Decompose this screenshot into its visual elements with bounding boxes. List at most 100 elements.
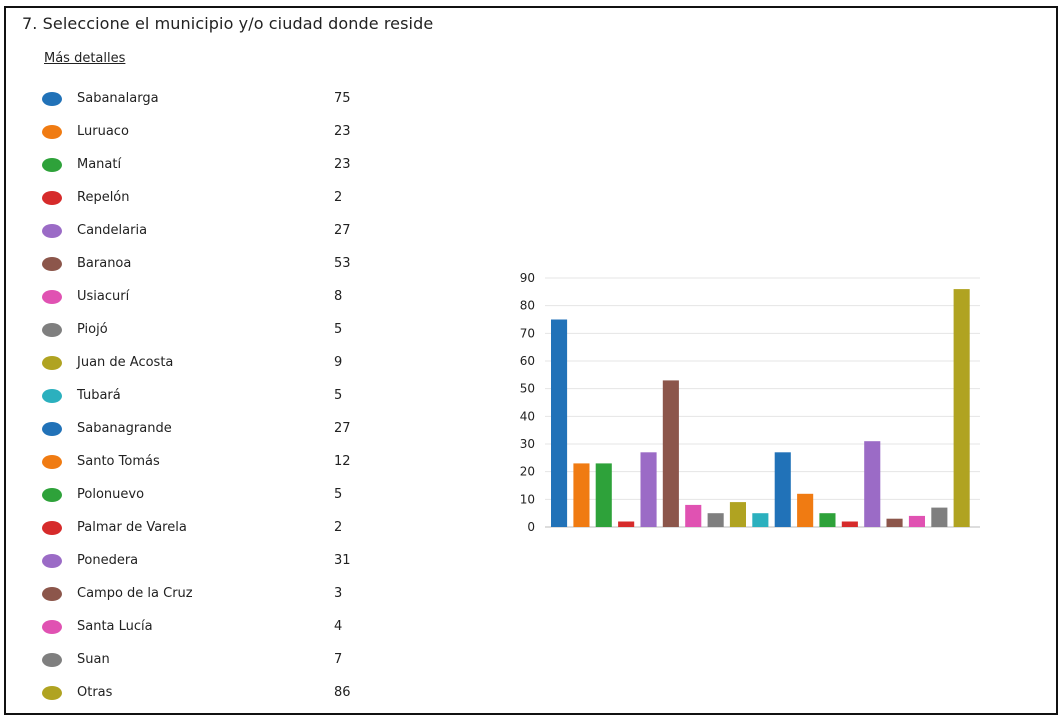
legend-item: Polonuevo 5 bbox=[42, 482, 372, 515]
legend-count: 12 bbox=[334, 454, 351, 469]
legend-item: Manatí 23 bbox=[42, 152, 372, 185]
legend-item: Ponedera 31 bbox=[42, 548, 372, 581]
bar-6[interactable] bbox=[685, 504, 702, 527]
legend-label: Candelaria bbox=[77, 223, 148, 238]
legend-item: Palmar de Varela 2 bbox=[42, 515, 372, 548]
legend-count: 8 bbox=[334, 289, 343, 304]
legend-item: Santo Tomás 12 bbox=[42, 449, 372, 482]
legend-item: Usiacurí 8 bbox=[42, 284, 372, 317]
legend-color-dot bbox=[42, 224, 62, 238]
legend-label: Suan bbox=[77, 652, 110, 667]
legend-item: Repelón 2 bbox=[42, 185, 372, 218]
legend-color-dot bbox=[42, 125, 62, 139]
legend-color-dot bbox=[42, 323, 62, 337]
legend-item: Baranoa 53 bbox=[42, 251, 372, 284]
legend-count: 9 bbox=[334, 355, 343, 370]
question-title: 7. Seleccione el municipio y/o ciudad do… bbox=[22, 14, 434, 33]
bar-1[interactable] bbox=[573, 463, 590, 527]
legend-label: Sabanagrande bbox=[77, 421, 172, 436]
legend-label: Palmar de Varela bbox=[77, 520, 187, 535]
legend-count: 4 bbox=[334, 619, 343, 634]
y-tick-label: 70 bbox=[520, 326, 535, 340]
bar-2[interactable] bbox=[595, 463, 612, 527]
legend-item: Luruaco 23 bbox=[42, 119, 372, 152]
y-tick-label: 40 bbox=[520, 409, 535, 423]
legend-label: Otras bbox=[77, 685, 113, 700]
legend-count: 27 bbox=[334, 223, 351, 238]
y-tick-label: 80 bbox=[520, 299, 535, 313]
bar-15[interactable] bbox=[886, 518, 903, 527]
legend-color-dot bbox=[42, 191, 62, 205]
legend-item: Santa Lucía 4 bbox=[42, 614, 372, 647]
legend-color-dot bbox=[42, 488, 62, 502]
bar-14[interactable] bbox=[864, 441, 881, 527]
bar-3[interactable] bbox=[618, 521, 635, 528]
legend-item: Sabanalarga 75 bbox=[42, 86, 372, 119]
y-tick-label: 90 bbox=[520, 271, 535, 285]
legend-label: Ponedera bbox=[77, 553, 139, 568]
legend-count: 7 bbox=[334, 652, 343, 667]
legend-color-dot bbox=[42, 587, 62, 601]
bar-chart: 0 10 20 30 40 50 60 70 80 90 bbox=[520, 271, 980, 534]
legend-count: 3 bbox=[334, 586, 343, 601]
legend-label: Manatí bbox=[77, 157, 122, 172]
legend-count: 75 bbox=[334, 91, 351, 106]
legend-count: 5 bbox=[334, 388, 343, 403]
bar-4[interactable] bbox=[640, 452, 657, 527]
legend-count: 2 bbox=[334, 520, 343, 535]
y-tick-label: 50 bbox=[520, 382, 535, 396]
y-tick-label: 20 bbox=[520, 465, 535, 479]
bar-18[interactable] bbox=[953, 289, 970, 527]
more-details-link[interactable]: Más detalles bbox=[44, 51, 126, 66]
legend-label: Santa Lucía bbox=[77, 619, 153, 634]
legend-color-dot bbox=[42, 158, 62, 172]
legend-label: Campo de la Cruz bbox=[77, 586, 193, 601]
legend-count: 5 bbox=[334, 487, 343, 502]
bar-0[interactable] bbox=[551, 319, 568, 528]
bar-8[interactable] bbox=[729, 502, 746, 527]
legend-item: Candelaria 27 bbox=[42, 218, 372, 251]
legend-item: Suan 7 bbox=[42, 647, 372, 680]
legend-color-dot bbox=[42, 290, 62, 304]
bar-10[interactable] bbox=[774, 452, 791, 527]
legend-color-dot bbox=[42, 686, 62, 700]
legend-label: Piojó bbox=[77, 322, 108, 337]
legend-color-dot bbox=[42, 653, 62, 667]
legend-item: Campo de la Cruz 3 bbox=[42, 581, 372, 614]
legend-count: 5 bbox=[334, 322, 343, 337]
bar-16[interactable] bbox=[908, 515, 925, 527]
y-tick-label: 0 bbox=[527, 520, 535, 534]
legend-label: Sabanalarga bbox=[77, 91, 159, 106]
bar-7[interactable] bbox=[707, 513, 724, 527]
bar-9[interactable] bbox=[752, 513, 769, 527]
legend-count: 23 bbox=[334, 157, 351, 172]
legend-label: Tubará bbox=[77, 388, 121, 403]
legend-count: 23 bbox=[334, 124, 351, 139]
legend-color-dot bbox=[42, 356, 62, 370]
legend-count: 2 bbox=[334, 190, 343, 205]
legend-label: Usiacurí bbox=[77, 289, 130, 304]
legend-item: Otras 86 bbox=[42, 680, 372, 713]
bar-11[interactable] bbox=[797, 493, 814, 527]
bar-13[interactable] bbox=[841, 521, 858, 528]
legend-label: Luruaco bbox=[77, 124, 129, 139]
legend-item: Tubará 5 bbox=[42, 383, 372, 416]
legend-label: Repelón bbox=[77, 190, 130, 205]
legend-label: Polonuevo bbox=[77, 487, 145, 502]
legend-label: Baranoa bbox=[77, 256, 132, 271]
legend-count: 31 bbox=[334, 553, 351, 568]
y-tick-label: 60 bbox=[520, 354, 535, 368]
y-tick-label: 30 bbox=[520, 437, 535, 451]
legend-count: 27 bbox=[334, 421, 351, 436]
legend-label: Santo Tomás bbox=[77, 454, 160, 469]
legend-count: 86 bbox=[334, 685, 351, 700]
legend-color-dot bbox=[42, 257, 62, 271]
bar-5[interactable] bbox=[662, 380, 679, 527]
legend-item: Sabanagrande 27 bbox=[42, 416, 372, 449]
legend-color-dot bbox=[42, 422, 62, 436]
bar-17[interactable] bbox=[931, 507, 948, 527]
legend-item: Piojó 5 bbox=[42, 317, 372, 350]
legend-count: 53 bbox=[334, 256, 351, 271]
bar-12[interactable] bbox=[819, 513, 836, 527]
legend-color-dot bbox=[42, 521, 62, 535]
